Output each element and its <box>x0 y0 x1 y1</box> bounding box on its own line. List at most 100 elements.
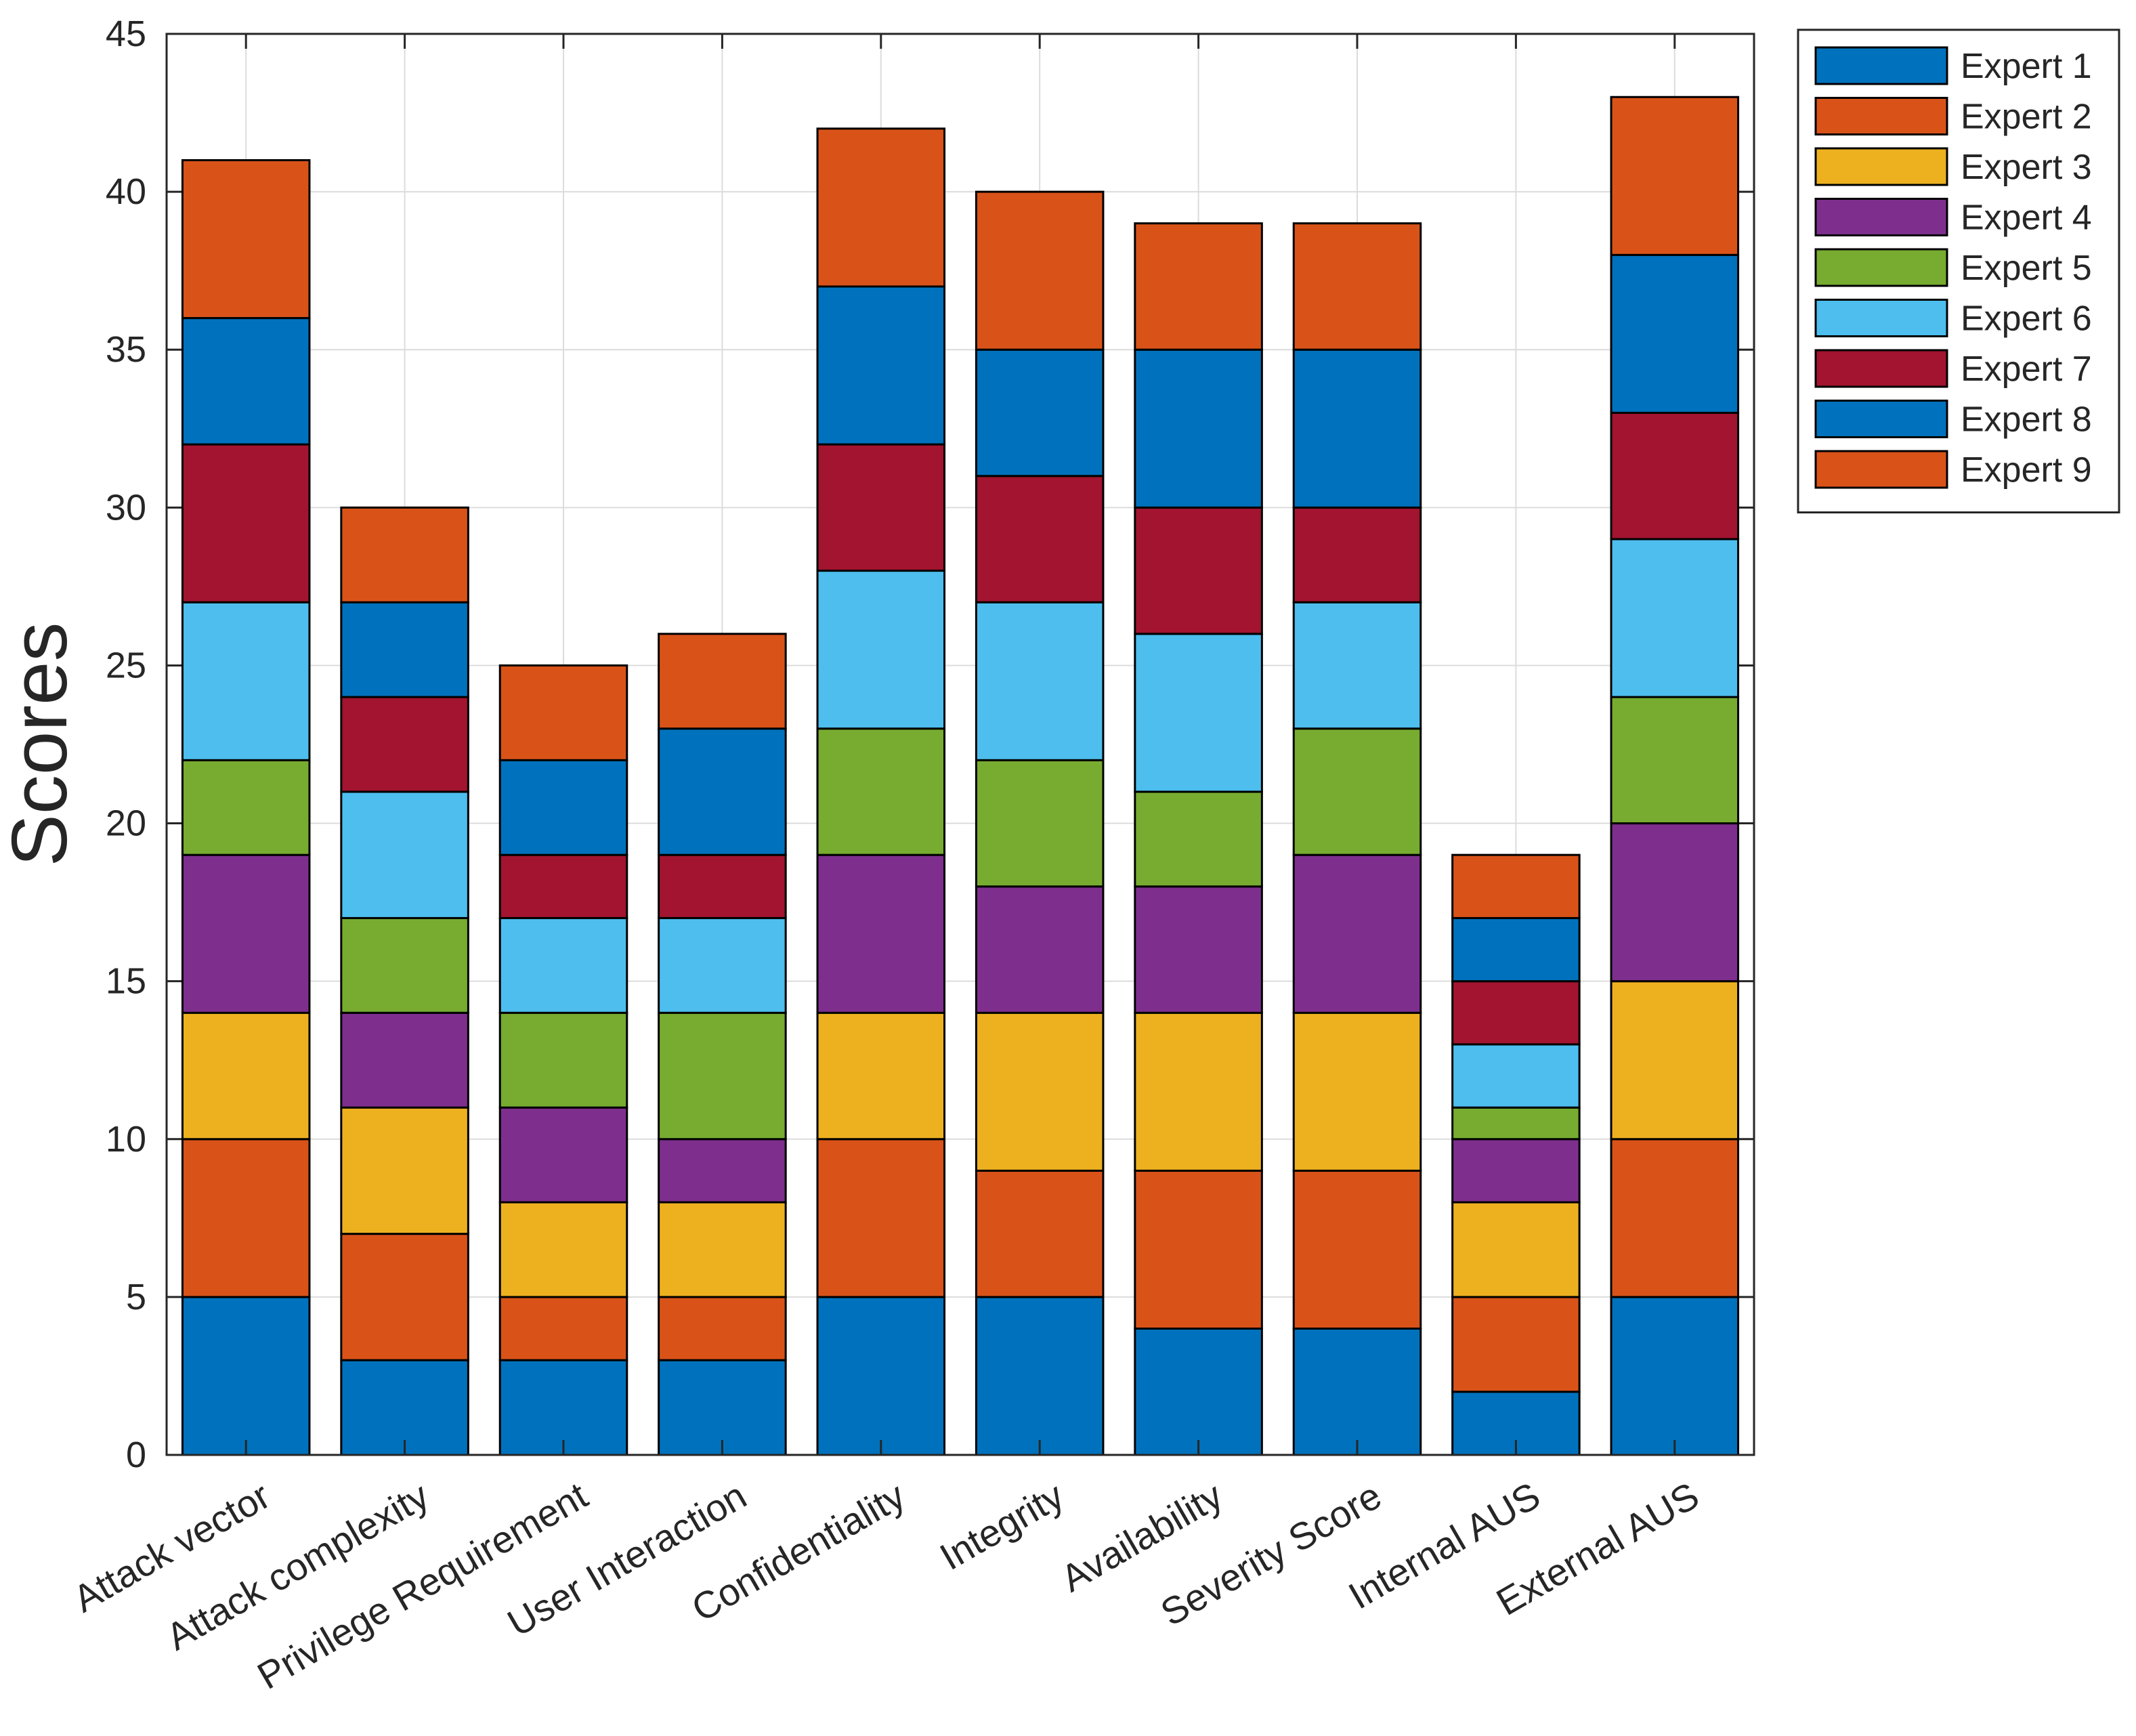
bar-segment-expert-6 <box>1134 633 1263 793</box>
legend-swatch <box>1814 97 1948 135</box>
bar-segment-expert-5 <box>975 759 1105 888</box>
legend-label: Expert 4 <box>1961 198 2092 238</box>
legend-swatch <box>1814 248 1948 287</box>
bar-segment-expert-8 <box>498 759 628 856</box>
bar-segment-expert-8 <box>816 285 946 446</box>
bar-segment-expert-6 <box>1451 1043 1581 1109</box>
legend-label: Expert 6 <box>1961 299 2092 339</box>
bar-segment-expert-3 <box>1610 980 1740 1141</box>
bar-segment-expert-5 <box>1610 696 1740 825</box>
bar-segment-expert-5 <box>658 1011 787 1141</box>
bar-segment-expert-8 <box>658 727 787 856</box>
bar-segment-expert-1 <box>1292 1328 1422 1456</box>
bar-segment-expert-7 <box>975 475 1105 604</box>
y-tick-label: 5 <box>126 1277 146 1317</box>
y-tick-label: 10 <box>106 1119 146 1160</box>
bar-segment-expert-6 <box>658 916 787 1014</box>
bar-segment-expert-2 <box>1610 1138 1740 1298</box>
bar-segment-expert-6 <box>181 601 311 761</box>
bar-segment-expert-3 <box>1292 1011 1422 1172</box>
bar-segment-expert-6 <box>1610 538 1740 698</box>
bar-segment-expert-6 <box>340 790 469 919</box>
legend-label: Expert 8 <box>1961 400 2092 440</box>
legend-swatch <box>1814 400 1948 438</box>
bar-segment-expert-3 <box>1134 1011 1263 1172</box>
bar-segment-expert-8 <box>975 348 1105 478</box>
bar-segment-expert-3 <box>498 1201 628 1298</box>
bar-segment-expert-6 <box>498 916 628 1014</box>
bar-segment-expert-4 <box>181 853 311 1014</box>
bar-segment-expert-5 <box>1451 1106 1581 1141</box>
legend-label: Expert 7 <box>1961 350 2092 389</box>
bar-segment-expert-7 <box>1451 980 1581 1046</box>
bar-segment-expert-5 <box>1292 727 1422 856</box>
plot-area-frame <box>165 33 1755 1456</box>
bar-segment-expert-1 <box>181 1296 311 1456</box>
bar-segment-expert-9 <box>498 664 628 761</box>
legend-label: Expert 1 <box>1961 47 2092 86</box>
bar-segment-expert-4 <box>1610 822 1740 983</box>
bar-segment-expert-9 <box>658 633 787 730</box>
legend-label: Expert 5 <box>1961 249 2092 288</box>
bar-segment-expert-9 <box>975 190 1105 351</box>
bar-segment-expert-2 <box>1451 1296 1581 1393</box>
bar-segment-expert-4 <box>816 853 946 1014</box>
bar-segment-expert-3 <box>340 1106 469 1235</box>
bar-segment-expert-5 <box>340 916 469 1014</box>
bar-segment-expert-2 <box>498 1296 628 1361</box>
bar-segment-expert-2 <box>181 1138 311 1298</box>
bar-segment-expert-2 <box>1134 1169 1263 1330</box>
bar-segment-expert-1 <box>498 1359 628 1456</box>
bar-segment-expert-3 <box>975 1011 1105 1172</box>
bar-segment-expert-9 <box>1134 222 1263 351</box>
bar-segment-expert-2 <box>658 1296 787 1361</box>
bar-segment-expert-1 <box>340 1359 469 1456</box>
y-axis-ticks: 0 5 10 15 20 25 30 35 40 45 <box>106 14 1754 1475</box>
bar-segment-expert-8 <box>1451 916 1581 983</box>
bar-segment-expert-6 <box>975 601 1105 761</box>
bar-segment-expert-4 <box>658 1138 787 1204</box>
bar-segment-expert-8 <box>1134 348 1263 509</box>
y-tick-label: 45 <box>106 14 146 54</box>
y-tick-label: 15 <box>106 961 146 1002</box>
y-tick-label: 20 <box>106 803 146 844</box>
bar-segment-expert-3 <box>816 1011 946 1141</box>
y-tick-label: 0 <box>126 1435 146 1475</box>
y-tick-label: 30 <box>106 487 146 528</box>
bar-segment-expert-7 <box>1610 411 1740 541</box>
bar-segment-expert-7 <box>181 443 311 604</box>
bar-segment-expert-5 <box>1134 790 1263 888</box>
bar-segment-expert-8 <box>181 317 311 446</box>
legend-label: Expert 3 <box>1961 148 2092 187</box>
bar-segment-expert-4 <box>975 885 1105 1014</box>
bar-segment-expert-1 <box>658 1359 787 1456</box>
legend-label: Expert 9 <box>1961 450 2092 490</box>
y-tick-label: 35 <box>106 329 146 370</box>
bar-segment-expert-4 <box>340 1011 469 1109</box>
legend-swatch <box>1814 299 1948 337</box>
bar-segment-expert-7 <box>498 853 628 919</box>
bar-segment-expert-7 <box>340 696 469 793</box>
bar-segment-expert-9 <box>340 506 469 604</box>
x-tick-label: Integrity <box>933 1474 1071 1578</box>
bar-segment-expert-9 <box>816 127 946 288</box>
y-axis-label: Scores <box>0 622 83 866</box>
bar-segment-expert-2 <box>816 1138 946 1298</box>
bar-segment-expert-9 <box>181 158 311 320</box>
legend-swatch <box>1814 46 1948 85</box>
bar-segment-expert-2 <box>340 1233 469 1361</box>
bar-segment-expert-8 <box>1292 348 1422 509</box>
bar-segment-expert-3 <box>181 1011 311 1141</box>
bar-segment-expert-8 <box>1610 253 1740 414</box>
bar-segment-expert-9 <box>1292 222 1422 351</box>
bar-segment-expert-7 <box>1134 506 1263 635</box>
legend-swatch <box>1814 450 1948 489</box>
legend: Expert 1 Expert 2 Expert 3 Expert 4 Expert 5… <box>1797 28 2120 513</box>
bar-segment-expert-1 <box>1134 1328 1263 1456</box>
legend-swatch <box>1814 147 1948 186</box>
bar-segment-expert-6 <box>1292 601 1422 730</box>
bar-segment-expert-3 <box>1451 1201 1581 1298</box>
legend-label: Expert 2 <box>1961 98 2092 137</box>
legend-swatch <box>1814 349 1948 388</box>
